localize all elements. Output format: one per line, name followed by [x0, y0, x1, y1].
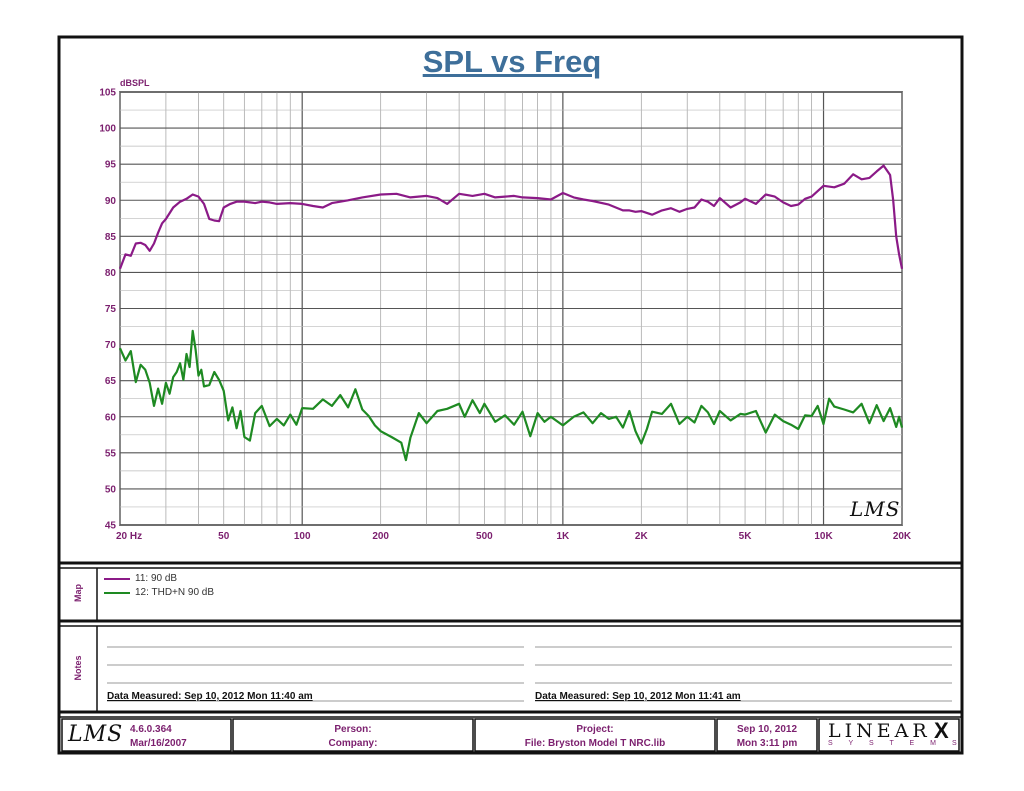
footer-time: Mon 3:11 pm	[736, 738, 798, 749]
series-line-2	[118, 329, 904, 462]
linearx-logo: LINEAR X S Y S T E M S	[822, 718, 958, 750]
y-tick-65: 65	[105, 376, 117, 387]
map-section-label: Map	[73, 584, 83, 602]
notes-measured-right: Data Measured: Sep 10, 2012 Mon 11:41 am	[535, 691, 741, 702]
y-tick-85: 85	[105, 232, 117, 243]
notes-section-label: Notes	[73, 655, 83, 681]
y-tick-75: 75	[105, 304, 117, 315]
y-tick-100: 100	[99, 124, 116, 135]
footer-project-label: Project:	[576, 724, 614, 735]
lms-logo: LMS	[68, 722, 124, 747]
x-tick-20k: 20K	[893, 531, 912, 542]
chart-title: SPL vs Freq	[422, 44, 602, 79]
lms-watermark: LMS	[850, 497, 901, 521]
x-tick-10k: 10K	[814, 531, 833, 542]
y-tick-55: 55	[105, 448, 117, 459]
linearx-brand-top: LINEAR	[828, 720, 931, 742]
linearx-brand-x: X	[934, 718, 949, 743]
footer-version-date: Mar/16/2007	[130, 738, 187, 749]
footer-person-label: Person:	[334, 724, 372, 735]
x-tick-5k: 5K	[739, 531, 753, 542]
x-tick-20hz: 20 Hz	[116, 531, 142, 542]
y-tick-105: 105	[99, 88, 116, 99]
legend-swatch-1	[104, 577, 130, 580]
grid	[119, 91, 903, 526]
y-tick-45: 45	[105, 521, 117, 532]
y-tick-95: 95	[105, 160, 117, 171]
legend-label-2: 12: THD+N 90 dB	[135, 587, 215, 598]
y-axis-label: dBSPL	[120, 78, 150, 88]
y-tick-90: 90	[105, 196, 117, 207]
y-tick-50: 50	[105, 484, 117, 495]
series-line-1	[118, 164, 904, 270]
legend-label-1: 11: 90 dB	[135, 573, 178, 584]
y-tick-80: 80	[105, 268, 117, 279]
footer-date: Sep 10, 2012	[736, 724, 798, 735]
legend-item-1: 11: 90 dB	[104, 573, 177, 584]
x-tick-500: 500	[476, 531, 493, 542]
x-tick-50: 50	[218, 531, 230, 542]
notes-measured-left: Data Measured: Sep 10, 2012 Mon 11:40 am	[107, 691, 313, 702]
x-tick-labels: 20 Hz 50 100 200 500 1K 2K 5K 10K 20K	[116, 531, 912, 542]
footer-company-label: Company:	[328, 738, 378, 749]
y-tick-70: 70	[105, 340, 117, 351]
linearx-brand-bottom: S Y S T E M S	[828, 740, 964, 747]
legend-item-2: 12: THD+N 90 dB	[104, 587, 214, 598]
footer-project-file: File: Bryston Model T NRC.lib	[524, 738, 666, 749]
x-tick-1k: 1K	[556, 531, 570, 542]
x-tick-100: 100	[294, 531, 311, 542]
legend-swatch-2	[104, 591, 130, 594]
x-tick-200: 200	[372, 531, 389, 542]
x-tick-2k: 2K	[635, 531, 649, 542]
y-tick-labels: 45 50 55 60 65 70 75 80 85 90 95 100 105	[99, 88, 116, 532]
footer-version: 4.6.0.364	[130, 724, 172, 735]
y-tick-60: 60	[105, 412, 117, 423]
series-group	[118, 164, 904, 462]
